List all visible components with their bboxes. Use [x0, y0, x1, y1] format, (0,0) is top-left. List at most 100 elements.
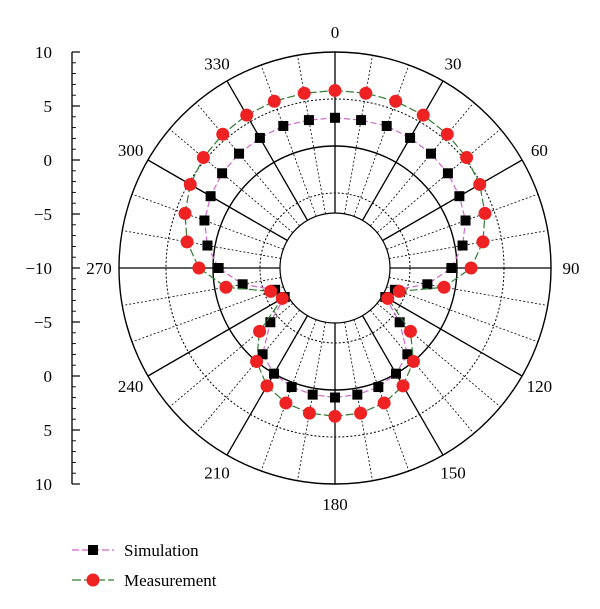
- point-simulation-330: [254, 132, 265, 143]
- point-measurement-200: [279, 396, 293, 410]
- legend-measurement: Measurement: [72, 571, 217, 590]
- point-measurement-180: [328, 409, 342, 423]
- radial-axis-label-1: 5: [44, 97, 53, 116]
- point-simulation-290: [199, 215, 210, 226]
- angle-label-240: 240: [118, 377, 144, 396]
- radial-scale-axis: 10 5 0 −5 −10 −5 0 5 10: [25, 43, 80, 494]
- grid-spoke-280: [122, 230, 281, 259]
- point-measurement-330: [240, 108, 254, 122]
- point-measurement-110: [392, 284, 406, 298]
- legend-simulation-label: Simulation: [124, 541, 199, 560]
- radial-axis-label-2: 0: [44, 151, 53, 170]
- point-measurement-310: [196, 151, 210, 165]
- series-layer: [178, 84, 492, 423]
- point-simulation-70: [460, 215, 471, 226]
- grid-ring-3: [259, 192, 411, 344]
- point-measurement-350: [297, 86, 311, 100]
- point-simulation-30: [405, 132, 416, 143]
- point-simulation-220: [257, 349, 268, 360]
- grid-spoke-340: [260, 64, 317, 217]
- point-measurement-30: [416, 108, 430, 122]
- angle-label-120: 120: [527, 377, 553, 396]
- point-measurement-150: [396, 379, 410, 393]
- grid-ring-4: [279, 212, 391, 324]
- point-measurement-20: [389, 94, 403, 108]
- grid-spoke-230: [169, 303, 294, 408]
- grid-spoke-100: [389, 277, 548, 306]
- grid-spoke-350: [297, 55, 326, 214]
- series-measurement: [178, 84, 492, 423]
- point-simulation-60: [454, 191, 465, 202]
- grid-spoke-170: [344, 322, 373, 481]
- point-simulation-270: [213, 263, 224, 273]
- point-simulation-50: [442, 168, 453, 179]
- point-simulation-310: [217, 168, 228, 179]
- point-measurement-190: [302, 406, 316, 420]
- grid-spoke-250: [131, 286, 284, 343]
- radial-axis-label-4: −10: [25, 259, 52, 278]
- point-simulation-300: [205, 191, 216, 202]
- grid-spoke-80: [389, 230, 548, 259]
- radial-axis-label-5: −5: [34, 313, 52, 332]
- point-measurement-320: [216, 127, 230, 141]
- grid-spoke-140: [370, 309, 475, 434]
- point-simulation-210: [269, 368, 279, 379]
- point-simulation-280: [202, 240, 213, 251]
- angle-label-90: 90: [563, 259, 580, 278]
- radial-axis-label-3: −5: [34, 205, 52, 224]
- point-measurement-130: [403, 324, 417, 338]
- angle-label-210: 210: [204, 463, 230, 482]
- angle-label-180: 180: [322, 495, 348, 514]
- grid-spoke-190: [297, 322, 326, 481]
- point-measurement-290: [178, 206, 192, 220]
- grid-spoke-110: [386, 286, 539, 343]
- grid-spoke-30: [361, 80, 444, 221]
- angle-label-270: 270: [86, 259, 112, 278]
- point-simulation-150: [391, 368, 401, 379]
- point-measurement-240: [275, 291, 289, 305]
- point-measurement-260: [219, 280, 233, 294]
- point-measurement-140: [406, 354, 420, 368]
- point-simulation-130: [394, 317, 405, 328]
- grid-spoke-220: [195, 309, 300, 434]
- point-measurement-90: [464, 261, 478, 275]
- grid-spoke-50: [376, 128, 501, 233]
- point-simulation-230: [265, 317, 276, 328]
- point-measurement-300: [183, 177, 197, 191]
- point-measurement-80: [476, 235, 490, 249]
- point-measurement-170: [354, 406, 368, 420]
- legend-simulation-marker: [88, 545, 98, 555]
- point-measurement-160: [377, 396, 391, 410]
- grid-spoke-160: [353, 319, 410, 472]
- grid-spoke-130: [376, 303, 501, 408]
- grid-spoke-330: [226, 80, 309, 221]
- point-measurement-60: [473, 177, 487, 191]
- point-measurement-120: [381, 291, 395, 305]
- radial-axis-label-7: 5: [44, 421, 53, 440]
- point-simulation-190: [307, 389, 318, 400]
- point-simulation-160: [373, 382, 384, 393]
- grid-spoke-120: [382, 294, 523, 377]
- angle-label-60: 60: [531, 141, 548, 160]
- angle-tick-labels: 0 30 60 90 120 150 180 210 240 270 300 330: [86, 23, 579, 514]
- point-simulation-10: [356, 115, 367, 126]
- point-measurement-10: [359, 86, 373, 100]
- point-simulation-20: [381, 120, 392, 131]
- point-measurement-70: [478, 206, 492, 220]
- grid-spoke-260: [122, 277, 281, 306]
- point-measurement-270: [192, 261, 206, 275]
- angle-label-150: 150: [440, 463, 466, 482]
- grid-spoke-10: [344, 55, 373, 214]
- grid-spoke-300: [147, 159, 288, 242]
- grid-spoke-240: [147, 294, 288, 377]
- point-simulation-80: [457, 240, 468, 251]
- point-simulation-90: [446, 263, 457, 273]
- grid-spoke-40: [370, 102, 475, 227]
- point-measurement-280: [180, 235, 194, 249]
- grid-spoke-200: [260, 319, 317, 472]
- point-simulation-170: [352, 389, 363, 400]
- point-simulation-350: [303, 115, 314, 126]
- grid-spoke-60: [382, 159, 523, 242]
- angle-label-30: 30: [445, 55, 462, 74]
